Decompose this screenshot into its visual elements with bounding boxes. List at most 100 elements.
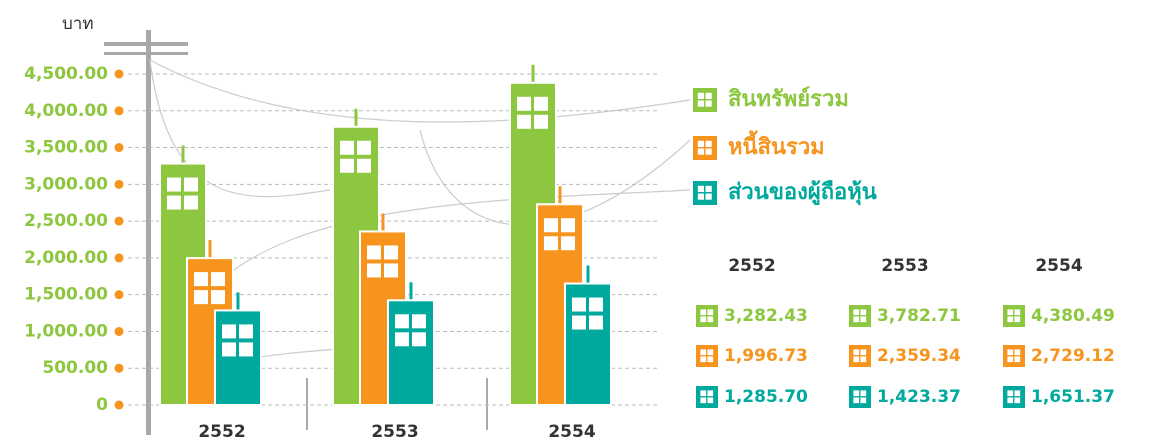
tick-dot bbox=[115, 401, 124, 410]
window bbox=[184, 178, 198, 192]
window bbox=[222, 324, 236, 338]
window bbox=[384, 245, 398, 259]
table-value: 1,423.37 bbox=[877, 387, 961, 407]
tick-dot bbox=[115, 180, 124, 189]
legend-icon bbox=[1003, 386, 1025, 408]
bar bbox=[388, 300, 434, 405]
window bbox=[412, 314, 426, 328]
icon-window bbox=[705, 141, 711, 147]
icon-window bbox=[705, 93, 711, 99]
table-value: 4,380.49 bbox=[1031, 306, 1115, 326]
icon-window bbox=[705, 100, 711, 106]
icon-window bbox=[1007, 397, 1013, 403]
table-value: 2,359.34 bbox=[877, 346, 961, 366]
tick-dot bbox=[115, 290, 124, 299]
icon-window bbox=[1014, 356, 1020, 362]
legend-icon bbox=[693, 181, 717, 205]
icon-window bbox=[700, 356, 706, 362]
icon-window bbox=[860, 349, 866, 355]
window bbox=[517, 115, 531, 129]
y-tick-label: 0 bbox=[96, 395, 108, 415]
y-tick-label: 4,500.00 bbox=[24, 64, 108, 84]
icon-window bbox=[860, 397, 866, 403]
window bbox=[572, 298, 586, 312]
tick-dot bbox=[115, 70, 124, 79]
window bbox=[340, 141, 354, 155]
icon-window bbox=[1014, 349, 1020, 355]
window bbox=[340, 159, 354, 173]
icon-window bbox=[707, 316, 713, 322]
window bbox=[544, 218, 558, 232]
legend-icon bbox=[849, 305, 871, 327]
table-value: 3,282.43 bbox=[724, 306, 808, 326]
icon-window bbox=[707, 309, 713, 315]
icon-window bbox=[700, 397, 706, 403]
table-header: 2553 bbox=[881, 256, 928, 276]
window bbox=[239, 324, 253, 338]
icon-window bbox=[853, 316, 859, 322]
chart: บาท 0500.001,000.001,500.002,000.002,500… bbox=[0, 0, 1155, 440]
icon-window bbox=[700, 390, 706, 396]
icon-window bbox=[853, 309, 859, 315]
icon-window bbox=[705, 148, 711, 154]
icon-window bbox=[705, 193, 711, 199]
window bbox=[184, 196, 198, 210]
icon-window bbox=[860, 309, 866, 315]
window bbox=[534, 97, 548, 111]
window bbox=[167, 178, 181, 192]
table-value: 1,996.73 bbox=[724, 346, 808, 366]
table-header: 2552 bbox=[728, 256, 775, 276]
icon-window bbox=[1007, 390, 1013, 396]
legend-icon bbox=[1003, 305, 1025, 327]
table-value: 2,729.12 bbox=[1031, 346, 1115, 366]
table-value: 3,782.71 bbox=[877, 306, 961, 326]
window bbox=[395, 314, 409, 328]
window bbox=[367, 245, 381, 259]
tick-dot bbox=[115, 217, 124, 226]
icon-window bbox=[853, 390, 859, 396]
legend-label: หนี้สินรวม bbox=[728, 130, 825, 160]
window bbox=[589, 316, 603, 330]
icon-window bbox=[698, 93, 704, 99]
icon-window bbox=[860, 356, 866, 362]
table-header: 2554 bbox=[1035, 256, 1082, 276]
icon-window bbox=[700, 309, 706, 315]
icon-window bbox=[707, 349, 713, 355]
y-tick-label: 500.00 bbox=[42, 358, 108, 378]
window bbox=[589, 298, 603, 312]
icon-window bbox=[853, 356, 859, 362]
icon-window bbox=[1014, 309, 1020, 315]
window bbox=[239, 342, 253, 356]
legend-label: สินทรัพย์รวม bbox=[728, 86, 849, 112]
window bbox=[561, 236, 575, 250]
icon-window bbox=[1007, 356, 1013, 362]
window bbox=[544, 236, 558, 250]
icon-window bbox=[1007, 316, 1013, 322]
icon-window bbox=[707, 390, 713, 396]
x-tick-label: 2554 bbox=[548, 422, 595, 440]
legend-icon bbox=[693, 136, 717, 160]
window bbox=[194, 272, 208, 286]
icon-window bbox=[707, 356, 713, 362]
icon-window bbox=[853, 349, 859, 355]
legend-icon bbox=[696, 305, 718, 327]
icon-window bbox=[698, 193, 704, 199]
y-tick-label: 4,000.00 bbox=[24, 101, 108, 121]
legend-icon bbox=[849, 386, 871, 408]
y-axis-label: บาท bbox=[62, 14, 94, 34]
tick-dot bbox=[115, 143, 124, 152]
x-tick-label: 2553 bbox=[371, 422, 418, 440]
icon-window bbox=[1014, 390, 1020, 396]
pole bbox=[146, 30, 151, 435]
table-value: 1,285.70 bbox=[724, 387, 808, 407]
window bbox=[357, 159, 371, 173]
window bbox=[517, 97, 531, 111]
window bbox=[412, 332, 426, 346]
table-value: 1,651.37 bbox=[1031, 387, 1115, 407]
window bbox=[222, 342, 236, 356]
window bbox=[167, 196, 181, 210]
window bbox=[194, 290, 208, 304]
tick-dot bbox=[115, 364, 124, 373]
icon-window bbox=[698, 148, 704, 154]
x-tick-label: 2552 bbox=[198, 422, 245, 440]
